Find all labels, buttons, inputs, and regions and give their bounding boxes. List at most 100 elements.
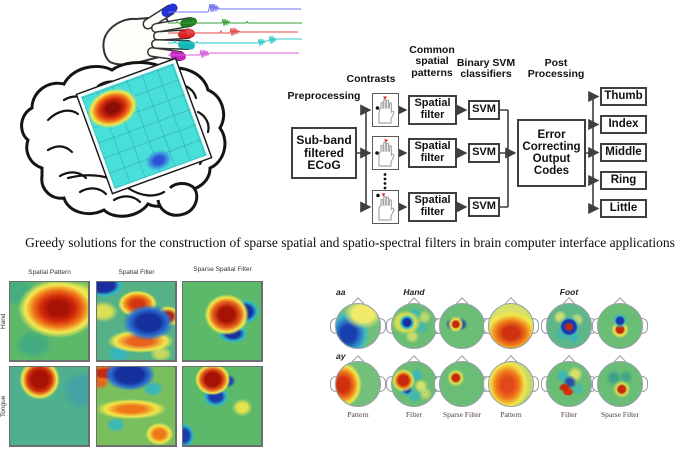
class-header-hand: Hand [403,287,425,297]
topomap-col-label-2: Filter [405,410,423,419]
scalp-map [439,361,485,407]
contrast-dot-marker [376,193,380,198]
output-box-thumb: Thumb [600,87,647,106]
stage-header-binary-svm-classifiers: Binary SVM classifiers [456,57,516,81]
column-header-sparse-spatial-filter: Sparse Spatial Filter [193,266,252,273]
paper-title-caption: Greedy solutions for the construction of… [25,235,675,250]
topomap-aa-hand-sparse-filter [434,297,490,351]
stage-header-common-spatial-patterns: Common spatial patterns [409,44,455,79]
ear-left-icon [434,376,441,392]
topomap-aa-hand-filter [386,297,442,351]
scalp-map [546,361,592,407]
trace-middle [168,27,298,37]
scalp-map [488,303,534,349]
ring-tip-cyan [178,40,195,50]
contrast-hand-icon-box-2 [372,136,399,170]
ear-left-icon [386,318,393,334]
subject-label-ay: ay [336,351,346,361]
hand-contrast-icon [375,139,395,167]
topomap-col-label-6: Sparse Filter [600,410,640,419]
contrast-triangle-marker [384,139,388,143]
heatmap-hand-sparse-spatial-filter [182,281,263,362]
input-box-subband-filtered-ecog: Sub-band filtered ECoG [291,127,357,179]
topomap-aa-foot-pattern [483,297,539,351]
cerebellum-outline [156,182,199,217]
ear-left-icon [541,318,548,334]
ear-left-icon [330,376,337,392]
row-label-tongue: Tongue [0,395,7,417]
scalp-map [439,303,485,349]
trace-little [168,49,299,59]
output-box-middle: Middle [600,143,647,162]
ear-left-icon [592,318,599,334]
scalp-map [391,303,437,349]
topomap-col-label-1: Pattern [347,410,369,419]
contrast-triangle-marker [381,193,386,197]
topomap-col-label-5: Filter [560,410,578,419]
svm-box-3: SVM [468,197,500,217]
spatial-filter-box-2: Spatial filter [408,138,457,168]
ear-left-icon [483,376,490,392]
topomap-ay-foot-sparse-filter [592,355,648,409]
ear-left-icon [592,376,599,392]
ear-left-icon [330,318,337,334]
topomap-ay-pattern [330,355,386,409]
hand-with-colored-fingertips [102,3,197,66]
heatmap-tongue-spatial-pattern [9,366,90,447]
topomap-col-label-3: Sparse Filter [442,410,482,419]
scalp-map [597,361,643,407]
contrast-dot-marker [375,106,380,110]
contrast-hand-icon-box-3 [372,190,399,224]
stage-header-contrasts: Contrasts [346,73,396,85]
hand-contrast-icon [375,96,395,124]
ear-left-icon [434,318,441,334]
topomap-aa-foot-sparse-filter [592,297,648,351]
finger-signal-traces [168,4,302,59]
topomap-ay-hand-sparse-filter [434,355,490,409]
thumb-tip-blue [161,3,178,17]
topomap-aa-pattern [330,297,386,351]
hand-contrast-icon [376,193,395,221]
scalp-map [335,303,381,349]
heatmap-hand-spatial-filter [96,281,177,362]
topomap-ay-foot-pattern [483,355,539,409]
trace-ring [168,35,302,47]
ear-left-icon [386,376,393,392]
heatmap-tongue-sparse-spatial-filter [182,366,263,447]
column-header-spatial-filter: Spatial Filter [118,269,155,276]
subject-label-aa: aa [336,287,346,297]
svm-box-1: SVM [468,100,500,120]
stage-header-post-processing: Post Processing [527,57,585,81]
scalp-map [597,303,643,349]
row-label-hand: Hand [0,313,7,329]
topomap-ay-foot-filter [541,355,597,409]
topomap-aa-foot-filter [541,297,597,351]
output-box-ring: Ring [600,171,647,190]
stage-header-preprocessing: Preprocessing [287,90,361,102]
scalp-map [488,361,534,407]
vertical-ellipsis-dots [383,173,387,190]
trace-index [168,18,302,27]
output-box-little: Little [600,199,647,218]
spatial-filter-box-3: Spatial filter [408,192,457,222]
ear-left-icon [541,376,548,392]
heatmap-tongue-spatial-filter [96,366,177,447]
scalp-map [391,361,437,407]
topomap-col-label-4: Pattern [500,410,522,419]
contrast-dot-marker [375,151,379,155]
svm-box-2: SVM [468,143,500,163]
ecoc-box: Error Correcting Output Codes [517,119,586,187]
topomap-ay-hand-filter [386,355,442,409]
scalp-map [546,303,592,349]
output-box-index: Index [600,115,647,134]
contrast-hand-icon-box-1 [372,93,399,127]
ear-left-icon [483,318,490,334]
contrast-triangle-marker [383,96,387,100]
trace-thumb [168,4,301,13]
column-header-spatial-pattern: Spatial Pattern [28,269,71,276]
heatmap-hand-spatial-pattern [9,281,90,362]
scalp-map [335,361,381,407]
spatial-filter-box-1: Spatial filter [408,95,457,125]
class-header-foot: Foot [559,287,579,297]
